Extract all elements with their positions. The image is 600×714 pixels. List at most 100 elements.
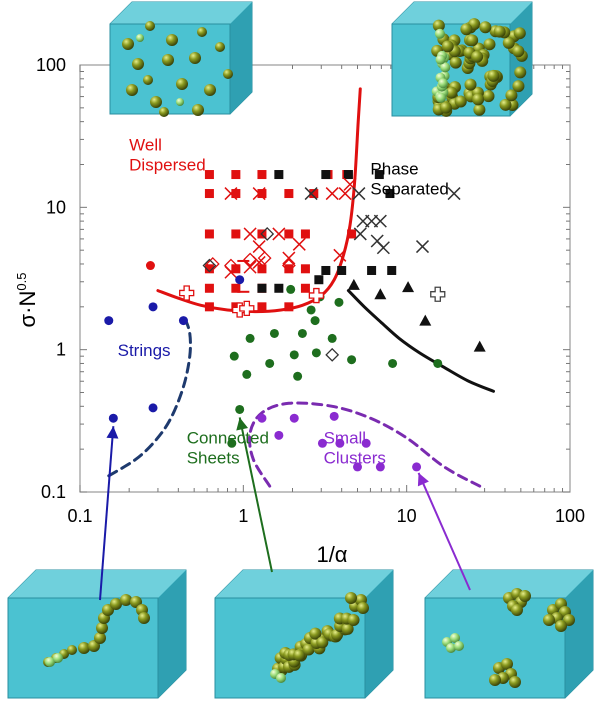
particle — [473, 103, 486, 116]
circle-marker — [352, 462, 362, 472]
x-marker — [333, 248, 347, 262]
circle-marker — [229, 351, 239, 361]
particle — [464, 78, 477, 91]
data-markers — [104, 170, 486, 472]
x-tick-label: 1 — [238, 506, 248, 526]
plus-marker — [179, 285, 195, 301]
x-marker — [415, 240, 430, 254]
region-label: Well Dispersed — [129, 136, 206, 175]
cube-top-face — [215, 570, 393, 598]
cube-top-face — [8, 570, 186, 598]
particle — [309, 627, 322, 640]
particle — [466, 34, 479, 47]
region-label-line: Sheets — [187, 448, 240, 467]
particle — [136, 34, 144, 42]
square-marker — [284, 302, 294, 312]
particle — [78, 642, 90, 654]
particle — [120, 594, 132, 606]
square-marker — [300, 229, 310, 239]
x-marker — [292, 237, 306, 251]
axis-ticks — [79, 65, 570, 493]
region-label: Phase Separated — [370, 160, 448, 199]
square-marker — [257, 302, 267, 312]
y-tick-label: 1 — [56, 340, 66, 360]
square-marker — [257, 170, 267, 180]
x-marker — [252, 240, 266, 254]
y-tick-label: 10 — [46, 197, 66, 217]
cube-top-face — [110, 2, 252, 24]
particle — [166, 34, 178, 46]
particle — [502, 36, 515, 49]
triangle-marker — [473, 340, 486, 352]
circle-marker — [148, 403, 158, 413]
plus-marker — [308, 287, 325, 304]
x-axis-label: 1/α — [316, 542, 347, 567]
circle-marker — [148, 302, 158, 312]
region-label-line: Strings — [118, 341, 171, 360]
square-marker — [284, 229, 294, 239]
particle — [204, 84, 216, 96]
square-marker — [284, 189, 294, 199]
particle — [223, 69, 233, 79]
particle — [138, 612, 150, 624]
region-label-line: Small — [324, 428, 367, 447]
particle — [345, 592, 357, 604]
particle — [150, 96, 162, 108]
plus-marker — [239, 300, 255, 317]
inset-well-dispersed — [109, 1, 253, 117]
inset-strings — [7, 569, 187, 699]
diamond-marker — [260, 227, 275, 241]
x-marker — [282, 251, 296, 265]
particle — [439, 101, 452, 114]
particle — [514, 66, 527, 79]
particle — [435, 92, 446, 103]
particle — [519, 590, 531, 602]
circle-marker — [289, 350, 299, 360]
x-marker — [252, 187, 266, 201]
square-marker — [257, 189, 267, 199]
particle — [454, 641, 464, 651]
particle — [445, 86, 458, 99]
square-marker — [367, 265, 377, 275]
diamond-marker — [205, 257, 220, 271]
particle — [347, 614, 360, 627]
square-marker — [309, 189, 319, 199]
inset-small-clusters — [424, 569, 594, 699]
region-label: Small Clusters — [324, 428, 386, 467]
circle-marker — [289, 413, 299, 423]
diamond-marker — [281, 258, 296, 273]
particle — [512, 80, 525, 93]
circle-marker — [306, 305, 316, 315]
particle — [449, 56, 462, 69]
particle — [450, 633, 460, 643]
y-tick-label: 100 — [36, 55, 66, 75]
circle-marker — [178, 316, 188, 326]
circle-marker — [335, 438, 345, 448]
particle — [438, 78, 449, 89]
square-marker — [284, 264, 294, 274]
particle — [446, 643, 456, 653]
particle — [145, 21, 155, 31]
square-marker — [204, 283, 214, 293]
particle — [143, 75, 153, 85]
x-marker — [325, 187, 339, 201]
particle — [192, 104, 204, 116]
inset-phase-separated — [391, 1, 533, 117]
circle-marker — [433, 358, 443, 368]
circle-marker — [274, 430, 284, 440]
circle-marker — [145, 261, 155, 271]
square-marker — [347, 229, 357, 239]
clusters-boundary-curve — [248, 401, 482, 488]
square-marker — [204, 170, 214, 180]
particle — [110, 598, 122, 610]
inset-images — [7, 1, 594, 699]
particle — [499, 98, 512, 111]
particle — [434, 28, 445, 39]
triangle-marker — [374, 288, 387, 300]
diamond-marker — [243, 252, 258, 267]
arrow-sheets-shaft — [238, 417, 273, 573]
region-label-line: Well — [129, 136, 162, 155]
y-axis-label-superscript: 0.5 — [14, 273, 29, 291]
square-marker — [385, 189, 395, 199]
